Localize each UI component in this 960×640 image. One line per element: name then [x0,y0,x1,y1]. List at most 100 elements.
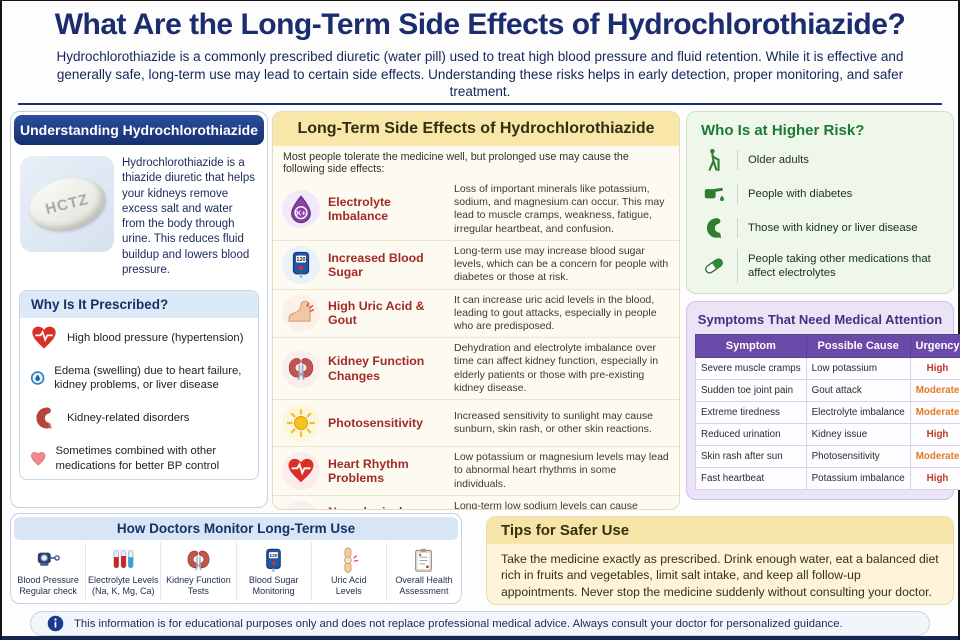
monitoring-label: Monitoring [252,585,295,596]
capsule-icon [701,253,727,279]
list-item: Older adults [687,143,953,177]
diabetes-test-icon [701,181,727,207]
monitoring-label: Overall Health [395,575,453,585]
side-effect-row: Kidney Function Changes Dehydration and … [273,337,679,399]
higher-risk-section: Who Is at Higher Risk? Older adults Peop… [686,111,954,295]
list-item: Those with kidney or liver disease [687,211,953,245]
header-divider [18,103,942,105]
side-effect-name: Increased Blood Sugar [328,250,424,279]
monitoring-label: Blood Sugar [248,575,299,585]
side-effect-name: Electrolyte Imbalance [328,195,391,224]
potassium-drop-icon [286,194,316,224]
understanding-description: Hydrochlorothiazide is a thiazide diuret… [122,157,255,276]
table-row: Skin rash after sun Photosensitivity Mod… [695,445,960,469]
test-tubes-icon [110,547,137,574]
tips-title: Tips for Safer Use [487,517,953,544]
list-item: High blood pressure (hypertension) [20,318,258,358]
clipboard-icon [410,547,437,574]
column-header: Symptom [695,334,807,359]
monitoring-section: How Doctors Monitor Long-Term Use Blood … [10,513,462,604]
brain-icon [286,505,316,510]
monitoring-item: Blood Pressure Regular check [11,542,85,601]
kidneys-icon [286,354,316,384]
elderly-person-icon [701,147,727,173]
understanding-body: HCTZ Hydrochlorothiazide is a thiazide d… [11,148,267,284]
monitoring-item: Electrolyte Levels (Na, K, Mg, Ca) [85,542,160,601]
tips-section: Tips for Safer Use Take the medicine exa… [486,516,954,605]
table-row: Sudden toe joint pain Gout attack Modera… [695,379,960,403]
side-effect-description: Loss of important minerals like potassiu… [454,183,665,235]
symptom-cell: Severe muscle cramps [695,357,807,381]
list-item: Sometimes combined with other medication… [20,438,258,478]
glucose-meter-icon [260,547,287,574]
side-effect-description: Long-term use may increase blood sugar l… [454,244,669,284]
monitoring-label: Kidney Function [166,575,231,585]
monitoring-item: Uric Acid Levels [310,542,386,601]
list-item-label: People taking other medications that aff… [737,249,941,284]
side-effect-row: Increased Blood Sugar Long-term use may … [273,239,679,289]
table-row: Reduced urination Kidney issue High [695,423,960,447]
monitoring-label: Tests [187,585,209,596]
symptoms-table-title: Symptoms That Need Medical Attention [697,312,943,328]
side-effect-description: Dehydration and electrolyte imbalance ov… [454,342,659,394]
list-item-label: Kidney-related disorders [67,412,190,425]
why-prescribed-section: Why Is It Prescribed? High blood pressur… [19,290,259,480]
symptoms-table: Symptom Possible Cause Urgency Severe mu… [695,334,960,491]
side-effects-section: Long-Term Side Effects of Hydrochlorothi… [272,111,680,510]
disclaimer-bar: This information is for educational purp… [30,611,930,636]
monitoring-item: Kidney Function Tests [160,542,235,601]
list-item: Kidney-related disorders [20,398,258,438]
tips-text: Take the medicine exactly as prescribed.… [501,552,939,599]
heart-rhythm-icon [286,456,316,486]
monitoring-label: Levels [335,585,362,596]
table-row: Severe muscle cramps Low potassium High [695,357,960,381]
monitoring-item: Blood Sugar Monitoring [235,542,311,601]
urgency-cell: Moderate [909,401,960,425]
monitoring-items: Blood Pressure Regular check Electrolyte… [11,542,461,601]
side-effect-name: Neurological Effects [328,505,446,509]
right-column: Who Is at Higher Risk? Older adults Peop… [686,111,960,501]
side-effect-name: Photosensitivity [328,415,423,430]
side-effect-description: Low potassium or magnesium levels may le… [454,451,669,490]
list-item: People taking other medications that aff… [687,245,953,287]
cause-cell: Low potassium [805,357,911,381]
kidneys-icon [185,547,212,574]
page-title: What Are the Long-Term Side Effects of H… [54,8,906,41]
monitoring-label: Assessment [399,585,449,596]
list-item-label: High blood pressure (hypertension) [67,332,244,345]
urgency-cell: High [909,467,960,491]
table-row: Extreme tiredness Electrolyte imbalance … [695,401,960,425]
side-effect-description: It can increase uric acid levels in the … [454,293,657,332]
header: What Are the Long-Term Side Effects of H… [2,8,958,101]
list-item: People with diabetes [687,177,953,211]
cause-cell: Potassium imbalance [805,467,911,491]
monitoring-item: Overall Health Assessment [385,542,461,601]
side-effect-row: High Uric Acid & Gout It can increase ur… [273,288,679,338]
monitoring-title: How Doctors Monitor Long-Term Use [14,517,458,540]
cause-cell: Kidney issue [805,423,911,447]
side-effect-row: Photosensitivity Increased sensitivity t… [273,399,679,446]
column-header: Possible Cause [805,334,911,359]
pill-imprint: HCTZ [43,190,91,218]
side-effect-name: High Uric Acid & Gout [328,299,425,328]
symptoms-table-section: Symptoms That Need Medical Attention Sym… [686,301,960,501]
monitoring-label: (Na, K, Mg, Ca) [92,585,155,596]
side-effect-row: Electrolyte Imbalance Loss of important … [273,179,679,240]
side-effect-description: Long-term low sodium levels can cause co… [454,499,638,510]
list-item: Edema (swelling) due to heart failure, k… [20,358,258,398]
side-effect-name: Kidney Function Changes [328,354,425,383]
bp-monitor-icon [35,547,62,574]
table-row: Fast heartbeat Potassium imbalance High [695,467,960,491]
list-item-label: Older adults [737,149,809,171]
column-header: Urgency [909,334,960,359]
side-effect-row: Heart Rhythm Problems Low potassium or m… [273,446,679,495]
symptom-cell: Fast heartbeat [695,467,807,491]
monitoring-label: Electrolyte Levels [87,575,159,585]
foot-gout-icon [286,298,316,328]
hctz-pill: HCTZ [24,170,110,238]
heart-pulse-icon [30,324,58,352]
symptom-cell: Extreme tiredness [695,401,807,425]
symptom-cell: Reduced urination [695,423,807,447]
side-effects-title: Long-Term Side Effects of Hydrochlorothi… [273,112,679,146]
